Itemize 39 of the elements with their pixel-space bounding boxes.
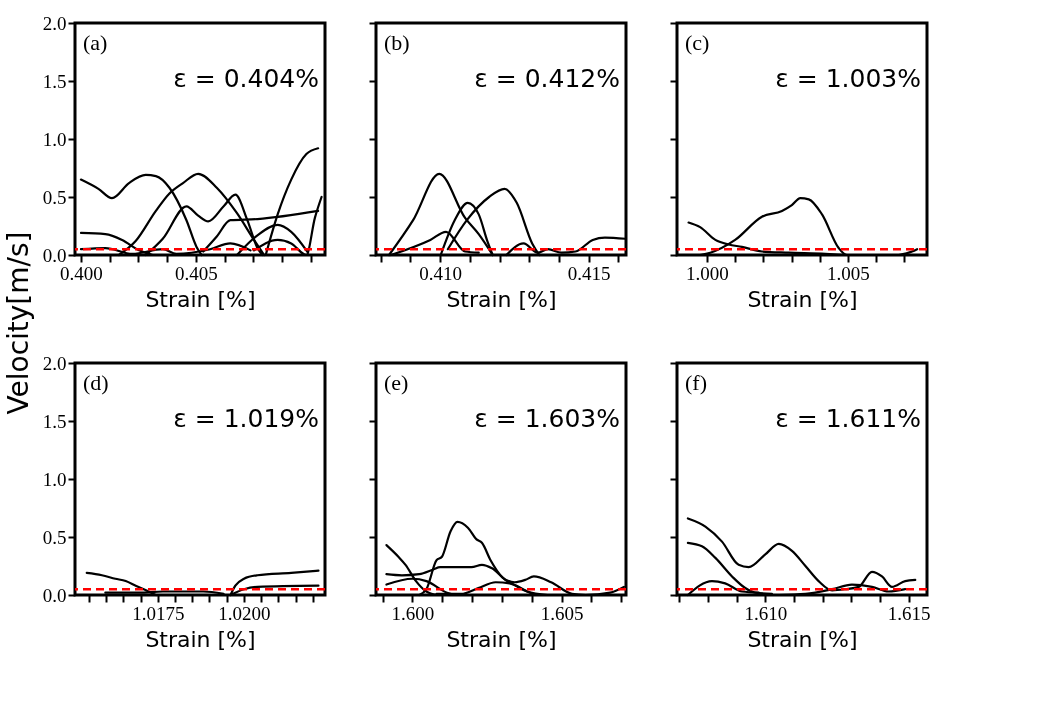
- y-tick-label: 2.0: [42, 352, 67, 374]
- x-axis-title: Strain [%]: [747, 286, 858, 312]
- y-tick-label: 1.0: [42, 128, 67, 150]
- x-tick-label: 1.600: [391, 602, 435, 624]
- annotation: ε = 0.404%: [173, 64, 319, 93]
- x-tick-label: 1.0175: [132, 602, 185, 624]
- annotation: ε = 1.019%: [173, 404, 319, 433]
- x-axis-title: Strain [%]: [145, 626, 256, 652]
- y-tick-label: 1.0: [42, 468, 67, 490]
- annotation: ε = 1.603%: [474, 404, 620, 433]
- y-tick-label: 0.5: [42, 186, 67, 208]
- x-axis-title: Strain [%]: [446, 626, 557, 652]
- annotation: (c): [685, 30, 710, 55]
- y-tick-label: 1.5: [42, 70, 67, 92]
- annotation: (e): [384, 370, 409, 395]
- annotation: (b): [384, 30, 410, 55]
- x-tick-label: 1.005: [827, 262, 870, 284]
- x-tick-label: 0.405: [174, 262, 218, 284]
- x-tick-label: 1.615: [887, 602, 931, 624]
- annotation: ε = 0.412%: [474, 64, 620, 93]
- x-tick-label: 0.410: [419, 262, 463, 284]
- y-tick-label: 0.5: [42, 526, 67, 548]
- x-axis-title: Strain [%]: [747, 626, 858, 652]
- x-tick-label: 1.0200: [218, 602, 271, 624]
- annotation: (d): [83, 370, 109, 395]
- x-tick-label: 1.610: [744, 602, 788, 624]
- y-tick-label: 0.0: [42, 584, 67, 606]
- annotation: ε = 1.003%: [775, 64, 921, 93]
- y-tick-label: 1.5: [42, 410, 67, 432]
- annotation: (a): [83, 30, 108, 55]
- annotation: ε = 1.611%: [775, 404, 921, 433]
- annotation: (f): [685, 370, 707, 395]
- x-tick-label: 1.605: [540, 602, 584, 624]
- y-tick-label: 2.0: [42, 12, 67, 34]
- y-axis-title: Velocity[m/s]: [2, 231, 35, 415]
- x-axis-title: Strain [%]: [446, 286, 557, 312]
- x-tick-label: 0.415: [567, 262, 611, 284]
- x-tick-label: 1.000: [686, 262, 729, 284]
- x-axis-title: Strain [%]: [145, 286, 256, 312]
